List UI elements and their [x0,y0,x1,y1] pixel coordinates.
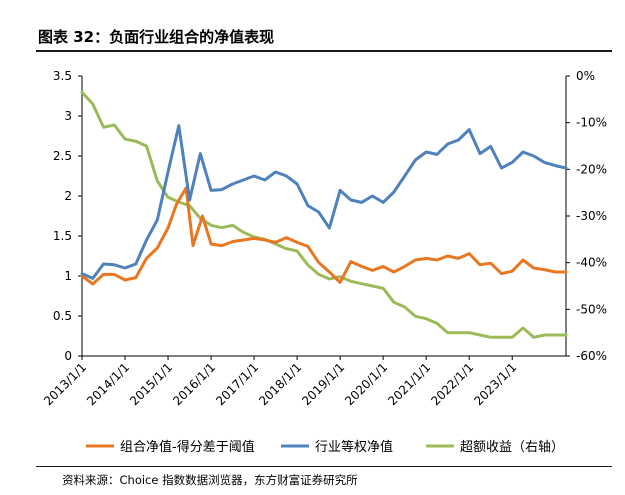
legend-label: 超额收益（右轴） [460,440,564,455]
left-tick-label: 1.5 [53,229,72,243]
left-y-ticks: 0 0.5 1 1.5 2 2.5 3 3.5 [53,69,82,363]
x-tick-label: 2019/1/1 [299,360,347,408]
title-rule [36,50,612,52]
x-tick-label: 2014/1/1 [84,360,132,408]
right-tick-label: -30% [576,209,607,223]
plot-frame [81,76,567,357]
right-tick-label: -20% [576,162,607,176]
legend-label: 组合净值-得分差于阈值 [120,439,255,455]
left-tick-label: 2.5 [53,149,72,163]
series-line-0 [80,186,568,286]
left-tick-label: 0 [64,349,72,363]
x-tick-label: 2023/1/1 [471,360,519,408]
left-tick-label: 3 [64,109,72,123]
legend: 组合净值-得分差于阈值 行业等权净值 超额收益（右轴） [86,439,564,455]
left-tick-label: 2 [64,189,72,203]
x-tick-label: 2016/1/1 [170,360,218,408]
right-tick-label: -10% [576,116,607,130]
series-lines [80,90,568,339]
left-tick-label: 1 [64,269,72,283]
right-tick-label: 0% [576,69,595,83]
source-rule [36,466,612,467]
legend-label: 行业等权净值 [315,439,393,455]
right-tick-label: -60% [576,349,607,363]
x-tick-label: 2015/1/1 [127,360,175,408]
left-tick-label: 0.5 [53,309,72,323]
figure-title: 图表 32：负面行业组合的净值表现 [38,28,275,46]
series-line-2 [80,90,568,339]
x-tick-label: 2021/1/1 [385,360,433,408]
series-line-1 [80,124,568,280]
x-tick-label: 2017/1/1 [213,360,261,408]
right-y-ticks: -60% -50% -40% -30% -20% -10% 0% [566,69,607,363]
x-tick-label: 2018/1/1 [256,360,304,408]
source-note: 资料来源：Choice 指数数据浏览器，东方财富证券研究所 [62,473,358,487]
right-tick-label: -40% [576,256,607,270]
x-tick-label: 2022/1/1 [428,360,476,408]
x-tick-label: 2013/1/1 [41,360,89,408]
x-tick-label: 2020/1/1 [342,360,390,408]
left-tick-label: 3.5 [53,69,72,83]
right-tick-label: -50% [576,302,607,316]
x-ticks: 2013/1/12014/1/12015/1/12016/1/12017/1/1… [41,356,519,408]
